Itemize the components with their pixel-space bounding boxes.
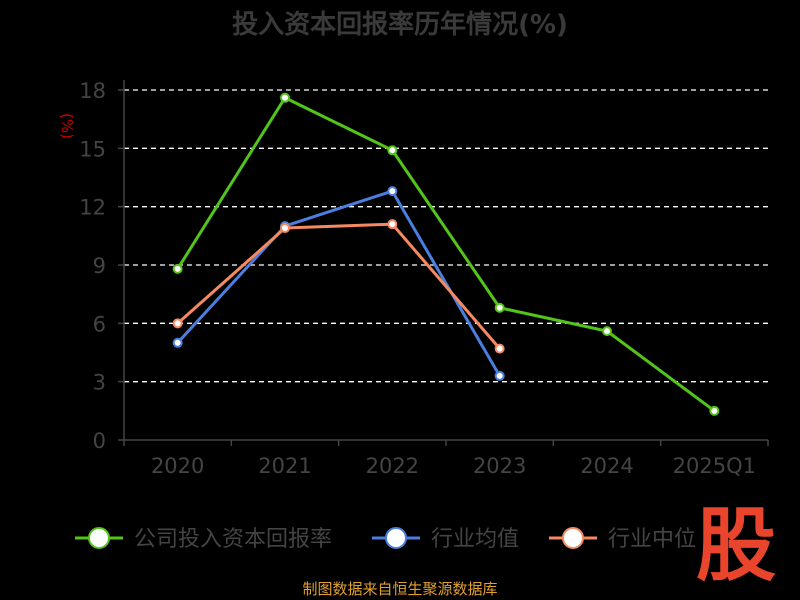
legend-label: 公司投入资本回报率 [134,527,332,552]
data-point [387,145,398,156]
legend-marker [88,527,110,549]
x-tick-label: 2024 [580,454,633,478]
x-tick-label: 2025Q1 [673,454,756,478]
y-tick-label: 0 [93,429,106,453]
data-source: 制图数据来自恒生聚源数据库 [302,580,498,598]
series-2 [172,219,505,354]
data-point [172,337,183,348]
data-point [494,302,505,313]
legend: 公司投入资本回报率 行业均值 行业中位 [75,527,696,552]
series-0 [172,92,720,416]
legend-item: 公司投入资本回报率 [75,527,332,552]
y-tick-label: 3 [93,371,106,395]
x-tick-label: 2022 [366,454,419,478]
data-point [387,219,398,230]
legend-label: 行业中位 [608,527,696,552]
x-axis: 2020 2021 2022 2023 2024 2025Q1 [123,439,769,478]
x-tick-label: 2021 [258,454,311,478]
series-layer [172,92,720,416]
data-point [280,223,290,234]
series-line [176,96,716,413]
legend-label: 行业均值 [431,527,519,552]
y-tick-label: 6 [93,312,106,336]
y-tick-label: 15 [79,137,106,161]
data-point [387,186,398,197]
x-tick-label: 2023 [473,454,526,478]
legend-marker [385,527,407,549]
data-point [494,343,505,354]
data-point [602,326,612,337]
x-tick-label: 2020 [151,454,204,478]
data-point [709,405,720,416]
watermark-logo: 股 [696,499,776,592]
legend-item: 行业均值 [372,527,519,552]
data-point [172,318,183,329]
data-point [494,370,505,381]
y-axis: 0 3 6 9 12 15 18 [79,79,125,453]
y-tick-label: 9 [93,254,106,278]
y-tick-label: 12 [79,196,106,220]
y-axis-label: (%) [58,113,76,139]
legend-item: 行业中位 [549,527,696,552]
legend-marker [562,527,584,549]
y-tick-label: 18 [79,79,106,103]
chart-title: 投入资本回报率历年情况(%) [232,9,568,40]
data-point [172,263,183,274]
data-point [280,92,290,103]
series-line [176,222,501,350]
series-line [176,189,501,377]
grid [124,89,768,383]
